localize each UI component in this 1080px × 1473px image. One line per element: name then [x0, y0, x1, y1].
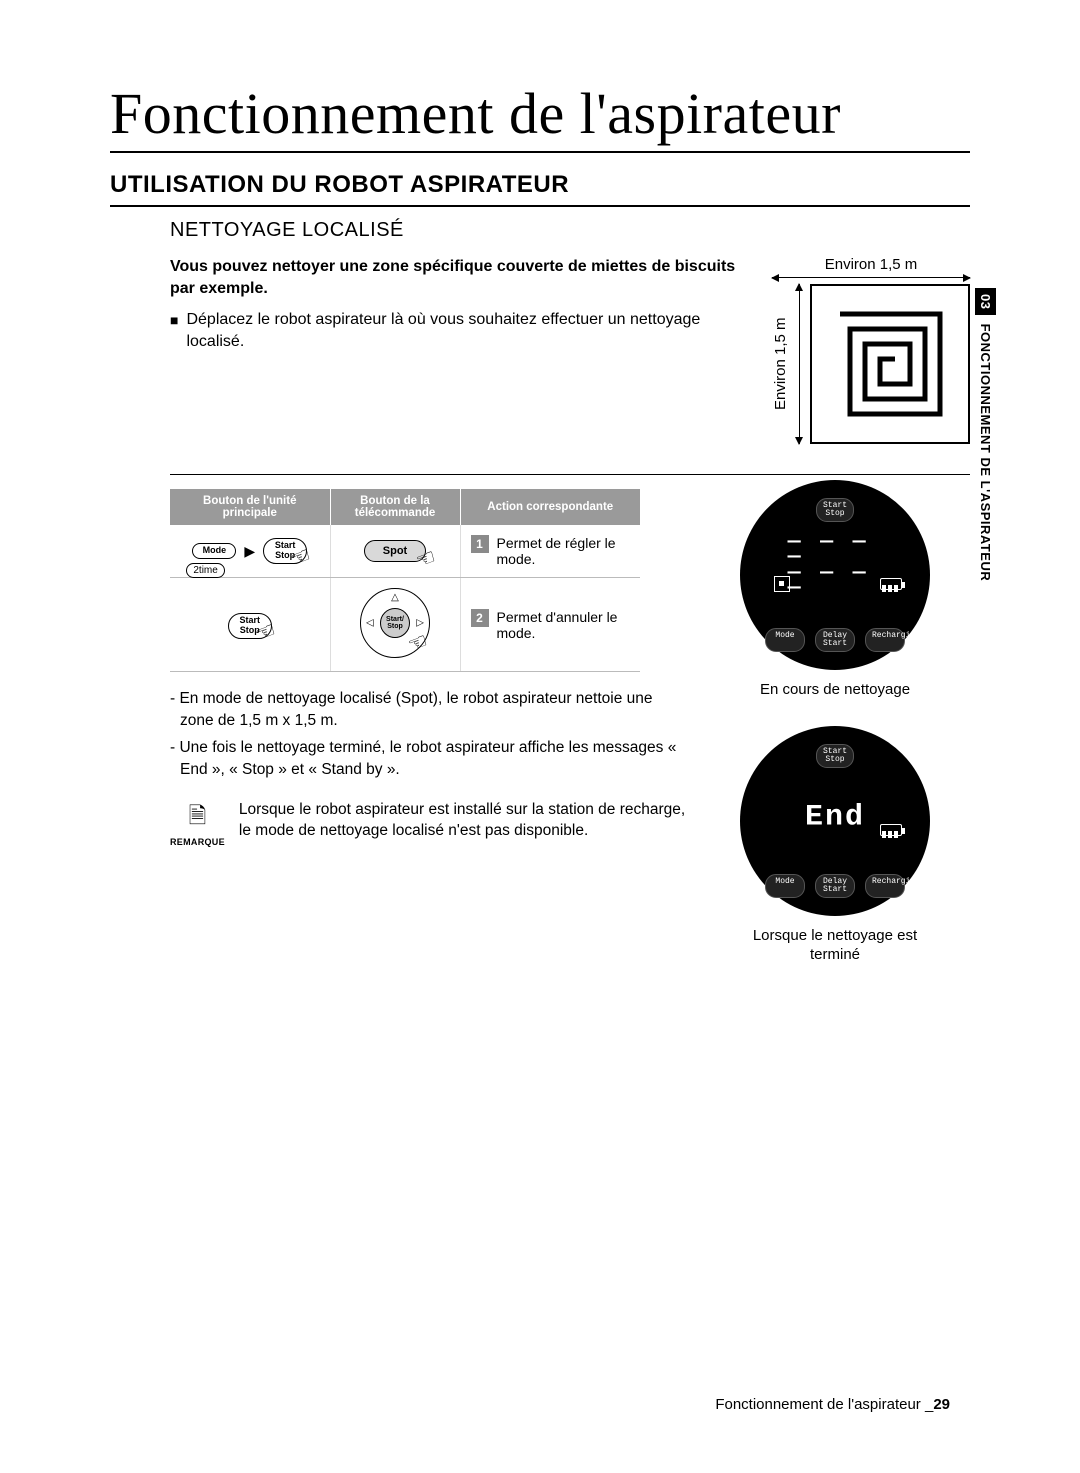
robot-start-stop-icon: Start Stop [816, 744, 854, 768]
table-header-unit: Bouton de l'unité principale [170, 489, 330, 525]
section-heading: UTILISATION DU ROBOT ASPIRATEUR [110, 171, 970, 207]
robot-caption-end: Lorsque le nettoyage est terminé [730, 926, 940, 965]
page-footer: Fonctionnement de l'aspirateur _29 [715, 1396, 950, 1413]
remote-spot-group: Spot ☜ [364, 540, 426, 562]
hand-pointer-icon: ☜ [288, 541, 315, 572]
table-row: Mode ▶ Start Stop ☜ 2time Spot ☜ [170, 525, 640, 578]
robot-display-cleaning: Start Stop _ _ _ __ _ _ _ Mode Delay Sta… [740, 480, 930, 670]
vertical-arrow-icon [799, 284, 800, 444]
bullet-square-icon: ■ [170, 311, 178, 354]
notes-block: - En mode de nettoyage localisé (Spot), … [170, 688, 690, 781]
note-2: - Une fois le nettoyage terminé, le robo… [170, 737, 690, 780]
robot-mode-btn-icon: Mode [765, 628, 805, 652]
unit-buttons-row1: Mode ▶ Start Stop ☜ 2time [192, 538, 307, 564]
spiral-diagram: Environ 1,5 m Environ 1,5 m [772, 256, 970, 444]
robot-mode-indicator-icon [774, 576, 790, 592]
table-header-action: Action correspondante [460, 489, 640, 525]
robot-mode-btn-icon: Mode [765, 874, 805, 898]
hand-pointer-icon: ☜ [413, 543, 440, 574]
battery-icon [880, 824, 902, 836]
mode-button-icon: Mode [192, 543, 236, 559]
chapter-text: FONCTIONNEMENT DE L'ASPIRATEUR [978, 324, 993, 582]
robot-delay-btn-icon: Delay Start [815, 874, 855, 898]
footer-text: Fonctionnement de l'aspirateur _ [715, 1396, 933, 1413]
remark-label: REMARQUE [170, 837, 225, 847]
unit-buttons-row2: Start Stop ☜ [228, 613, 272, 639]
step-number-2: 2 [471, 609, 489, 627]
intro-bold-text: Vous pouvez nettoyer une zone spécifique… [170, 256, 742, 299]
action-text-2: Permet d'annuler le mode. [497, 609, 631, 641]
spiral-path-icon [810, 284, 970, 444]
subsection-heading: NETTOYAGE LOCALISÉ [170, 219, 970, 242]
page-title: Fonctionnement de l'aspirateur [110, 80, 970, 153]
chapter-number: 03 [975, 288, 996, 315]
robot-displays-column: Start Stop _ _ _ __ _ _ _ Mode Delay Sta… [730, 480, 940, 965]
section-divider [170, 474, 970, 475]
spiral-top-label: Environ 1,5 m [772, 256, 970, 273]
spiral-left-label: Environ 1,5 m [772, 284, 789, 444]
robot-caption-cleaning: En cours de nettoyage [760, 680, 910, 700]
hand-pointer-icon: ☜ [252, 616, 279, 647]
remark-block: 🗎 REMARQUE Lorsque le robot aspirateur e… [170, 799, 690, 847]
play-glyph-icon: ▶ [244, 543, 255, 560]
robot-lcd-cleaning: _ _ _ __ _ _ _ [788, 523, 883, 585]
table-row: Start Stop ☜ △ ◁ ▷ Start/ Stop ☜ [170, 578, 640, 672]
intro-block: Vous pouvez nettoyer une zone spécifique… [170, 256, 970, 444]
note-document-icon: 🗎 [189, 799, 207, 837]
robot-recharge-btn-icon: Recharging [865, 874, 905, 898]
robot-delay-btn-icon: Delay Start [815, 628, 855, 652]
actions-table: Bouton de l'unité principale Bouton de l… [170, 489, 640, 672]
battery-icon [880, 578, 902, 590]
robot-display-end: Start Stop End Mode Delay Start Rechargi… [740, 726, 930, 916]
dpad-left-icon: ◁ [366, 618, 374, 629]
intro-bullet-text: Déplacez le robot aspirateur là où vous … [186, 309, 742, 352]
remark-text: Lorsque le robot aspirateur est installé… [239, 799, 690, 842]
remote-dpad-group: △ ◁ ▷ Start/ Stop ☜ [360, 588, 430, 658]
chapter-side-tab: 03 FONCTIONNEMENT DE L'ASPIRATEUR [971, 280, 1000, 589]
step-number-1: 1 [471, 535, 489, 553]
action-text-1: Permet de régler le mode. [497, 535, 631, 567]
two-time-tag: 2time [186, 563, 224, 578]
dpad-up-icon: △ [391, 592, 399, 603]
horizontal-arrow-icon [772, 277, 970, 278]
robot-recharge-btn-icon: Recharging [865, 628, 905, 652]
note-1: - En mode de nettoyage localisé (Spot), … [170, 688, 690, 731]
table-header-remote: Bouton de la télécommande [330, 489, 460, 525]
robot-lcd-end: End [805, 800, 865, 834]
page-number: 29 [933, 1396, 950, 1413]
